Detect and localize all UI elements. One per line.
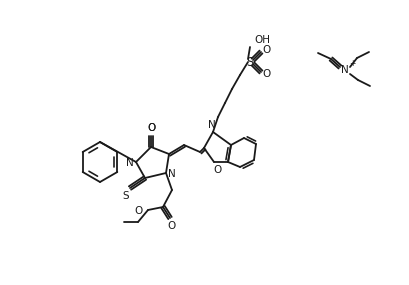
Text: O: O bbox=[262, 45, 270, 55]
Text: O: O bbox=[167, 221, 176, 231]
Text: N: N bbox=[208, 120, 216, 130]
Text: S: S bbox=[122, 191, 129, 201]
Text: O: O bbox=[213, 165, 222, 175]
Text: OH: OH bbox=[254, 35, 270, 45]
Text: O: O bbox=[148, 123, 156, 133]
Text: N: N bbox=[126, 158, 134, 168]
Text: N: N bbox=[340, 65, 348, 75]
Text: O: O bbox=[135, 206, 143, 216]
Text: O: O bbox=[148, 123, 156, 133]
Text: +: + bbox=[348, 60, 354, 68]
Text: N: N bbox=[168, 169, 175, 179]
Text: S: S bbox=[246, 56, 253, 70]
Text: O: O bbox=[262, 69, 270, 79]
